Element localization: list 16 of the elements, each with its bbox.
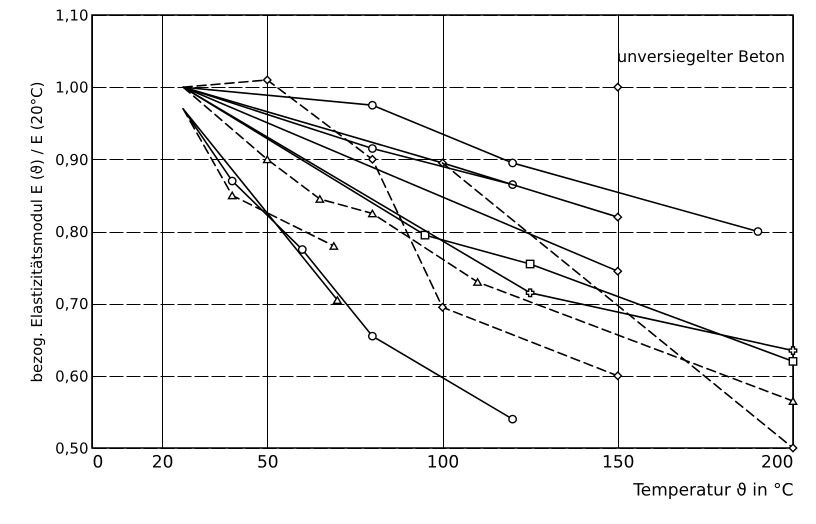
- x-tick-label: 200: [761, 452, 794, 472]
- x-tick-label: 150: [602, 452, 634, 472]
- y-tick-label: 1,10: [55, 6, 88, 24]
- y-tick-label: 1,00: [55, 78, 88, 97]
- y-tick-label: 0,60: [55, 367, 88, 386]
- x-tick-label: 20: [152, 452, 174, 472]
- x-tick-label: 50: [256, 452, 279, 472]
- y-tick-label: 0,50: [55, 440, 88, 458]
- x-tick-label: 0: [92, 452, 104, 472]
- y-tick-label: 0,70: [55, 295, 88, 314]
- annotation: unversiegelter Beton: [616, 47, 785, 66]
- x-axis-title: Temperatur ϑ in °C: [632, 480, 794, 500]
- y-tick-label: 0,90: [55, 150, 88, 169]
- y-axis-title: bezog. Elastizitätsmodul E (ϑ) / E (20°C): [28, 82, 46, 382]
- y-tick-label: 0,80: [55, 223, 88, 241]
- x-tick-label: 100: [426, 452, 460, 472]
